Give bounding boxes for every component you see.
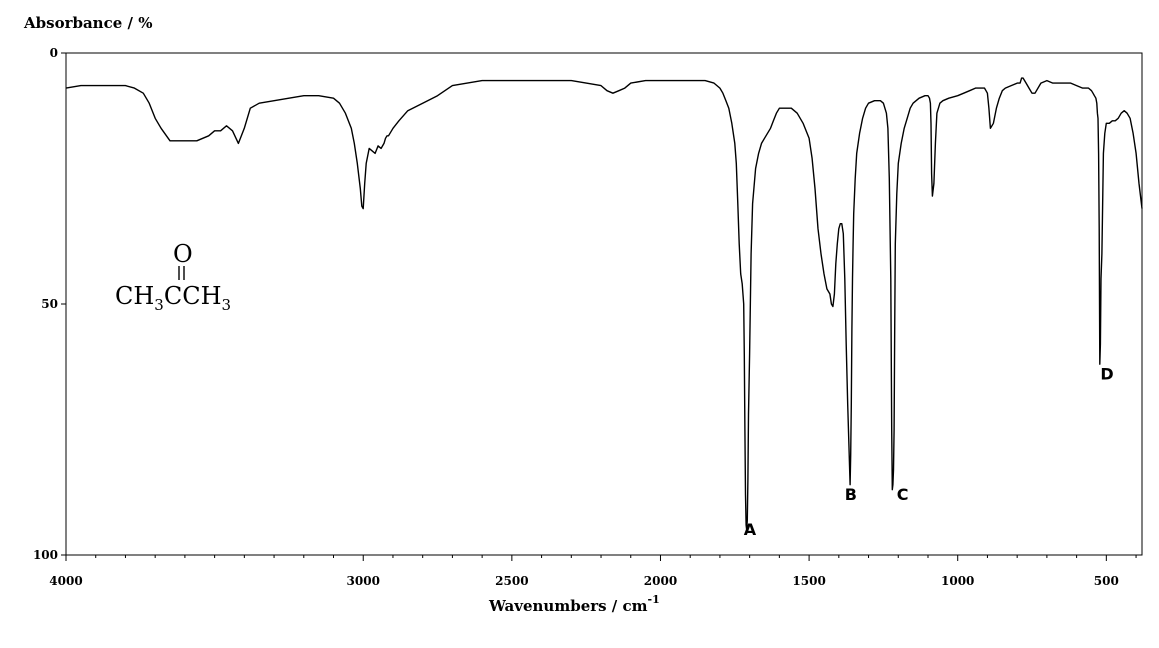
x-tick-label: 2500 [495,574,528,588]
x-axis-title-superscript: -1 [648,593,660,606]
x-axis-minor-ticks [95,555,1137,558]
y-axis: 0 50 100 [33,46,66,562]
y-tick-label: 50 [41,297,58,311]
formula-methyl-1: CH [115,282,154,310]
x-tick-label: 1000 [941,574,974,588]
formula-subscript-1: 3 [154,296,164,314]
x-axis-title: Wavenumbers / cm-1 [488,593,660,615]
carbonyl-oxygen: O [173,240,193,268]
molecular-formula: CH3CCH3 [115,282,231,314]
y-axis-title: Absorbance / % [23,14,152,32]
peak-labels: A B C D [744,364,1114,539]
formula-subscript-2: 3 [222,296,232,314]
y-tick-label: 100 [33,548,58,562]
x-axis: 4000 3000 2500 2000 1500 1000 500 [49,555,1119,588]
acetone-structure: O CH3CCH3 [115,240,231,314]
spectrum-line [65,77,1143,531]
x-tick-label: 500 [1094,574,1119,588]
peak-label-b: B [845,485,857,504]
x-axis-title-main: Wavenumbers / cm [488,597,648,615]
peak-label-c: C [897,485,909,504]
x-tick-label: 2000 [644,574,677,588]
peak-label-a: A [744,520,757,539]
x-tick-label: 3000 [347,574,380,588]
x-tick-label: 1500 [792,574,825,588]
formula-carbonyl-methyl: CCH [164,282,222,310]
peak-label-d: D [1100,364,1113,383]
x-tick-label: 4000 [49,574,82,588]
y-tick-label: 0 [50,46,58,60]
